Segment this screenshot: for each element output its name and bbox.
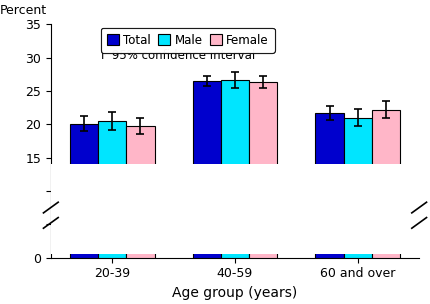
Bar [98,121,126,257]
Bar [221,80,249,257]
Bar [249,81,277,257]
Bar [51,164,419,254]
Bar [372,109,400,257]
Text: Percent: Percent [0,4,46,17]
Bar [344,118,372,257]
Bar [193,81,221,257]
Bar [70,123,98,257]
Legend: Total, Male, Female: Total, Male, Female [101,28,275,53]
Text: I  95% confidence interval: I 95% confidence interval [101,49,255,62]
X-axis label: Age group (years): Age group (years) [172,286,298,300]
Bar [126,126,154,257]
Bar [316,113,344,257]
